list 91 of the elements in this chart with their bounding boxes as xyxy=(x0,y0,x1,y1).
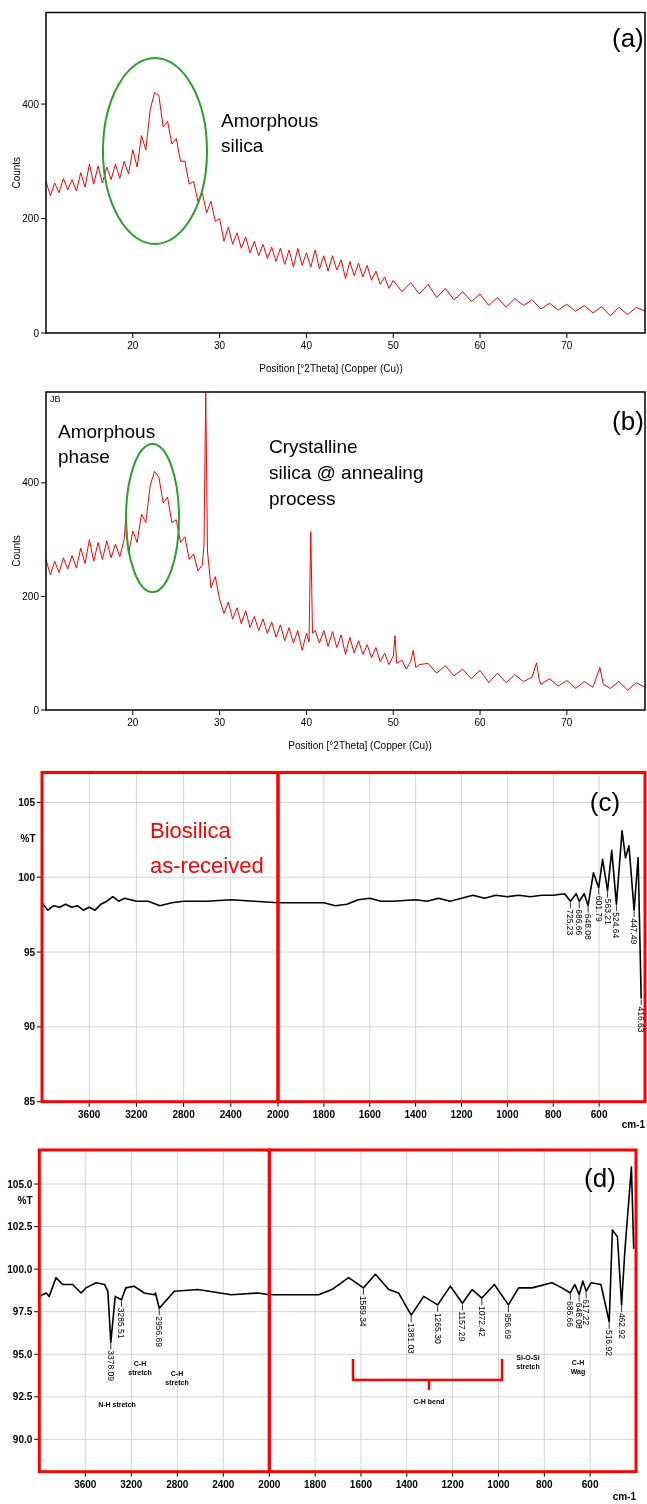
x-tick-label: 20 xyxy=(127,717,139,728)
annotation: JB xyxy=(50,394,61,404)
y-axis-title: %T xyxy=(17,1195,33,1206)
x-tick-label: 1400 xyxy=(404,1108,428,1120)
x-tick-label: 800 xyxy=(544,1108,563,1120)
x-axis-title: Position [°2Theta] (Copper (Cu)) xyxy=(259,363,403,374)
x-tick-label: 1600 xyxy=(349,1478,373,1490)
x-tick-label: 40 xyxy=(300,340,313,351)
x-tick-label: 20 xyxy=(127,340,139,351)
y-tick-label: 105.0 xyxy=(7,1178,33,1190)
y-tick-label: 90.0 xyxy=(12,1433,33,1445)
y-tick-label: 0 xyxy=(33,327,40,339)
x-tick-label: 1800 xyxy=(312,1108,336,1120)
x-tick-label: 30 xyxy=(214,717,226,728)
y-tick-label: 400 xyxy=(22,477,40,489)
x-tick-label: 1200 xyxy=(441,1478,465,1490)
y-tick-label: 100.0 xyxy=(7,1263,33,1275)
x-tick-label: 2000 xyxy=(258,1478,281,1490)
annotation: 648.08 xyxy=(583,913,594,940)
x-tick-label: 40 xyxy=(300,717,313,728)
y-tick-label: 200 xyxy=(22,213,40,225)
x-axis-title: Position [°2Theta] (Copper (Cu)) xyxy=(288,740,432,751)
y-tick-label: 0 xyxy=(33,704,40,716)
annotation: 416.63 xyxy=(636,1006,647,1033)
annotation: 1589.34 xyxy=(358,1295,369,1327)
annotation: Amorphous phase xyxy=(58,421,156,467)
y-tick-label: 100 xyxy=(18,871,36,883)
annotation: 601.79 xyxy=(593,895,604,922)
annotation: 524.64 xyxy=(611,912,622,939)
y-tick-label: 102.5 xyxy=(7,1221,33,1233)
annotation: 3285.51 xyxy=(116,1307,127,1339)
x-axis-title: cm-1 xyxy=(612,1491,637,1502)
y-tick-label: 90 xyxy=(23,1021,36,1033)
y-tick-label: 97.5 xyxy=(12,1306,33,1318)
x-tick-label: 1600 xyxy=(358,1108,382,1120)
y-axis-title: Counts xyxy=(11,156,22,189)
x-tick-label: 3200 xyxy=(125,1108,148,1120)
annotation: 1381.03 xyxy=(406,1323,417,1355)
y-axis-title: Counts xyxy=(11,535,22,567)
annotation: (b) xyxy=(612,406,644,436)
x-tick-label: 3600 xyxy=(78,1108,101,1120)
annotation: 686.66 xyxy=(565,1300,576,1328)
annotation: 725.23 xyxy=(565,909,576,936)
x-tick-label: 3200 xyxy=(120,1478,143,1490)
annotation: 447.49 xyxy=(629,918,640,945)
annotation: 563.21 xyxy=(602,898,613,925)
y-tick-label: 400 xyxy=(22,98,40,110)
x-tick-label: 1800 xyxy=(304,1478,327,1490)
x-tick-label: 3600 xyxy=(74,1478,97,1490)
annotation: Crystalline silica @ annealing process xyxy=(269,436,424,509)
x-tick-label: 1000 xyxy=(487,1478,511,1490)
annotation: 462.92 xyxy=(616,1312,627,1340)
x-tick-label: 600 xyxy=(581,1478,599,1490)
x-tick-label: 50 xyxy=(387,717,400,728)
x-tick-label: 800 xyxy=(535,1478,554,1490)
x-tick-label: 2400 xyxy=(212,1478,235,1490)
annotation: 2956.69 xyxy=(154,1316,165,1348)
x-tick-label: 600 xyxy=(590,1108,608,1120)
annotation: 1072.42 xyxy=(476,1306,487,1338)
x-tick-label: 60 xyxy=(474,340,487,351)
y-axis-title: %T xyxy=(20,833,36,844)
annotation: Amorphous silica xyxy=(221,110,319,156)
x-tick-label: 30 xyxy=(214,340,226,351)
y-tick-label: 105 xyxy=(18,796,36,808)
annotation: 3378.09 xyxy=(105,1350,116,1382)
y-tick-label: 85 xyxy=(23,1096,36,1108)
x-tick-label: 1400 xyxy=(395,1478,419,1490)
x-tick-label: 70 xyxy=(561,340,573,351)
annotation: 1157.29 xyxy=(457,1311,468,1342)
x-axis-title: cm-1 xyxy=(621,1119,646,1130)
y-tick-label: 95 xyxy=(23,946,36,958)
x-tick-label: 60 xyxy=(474,717,487,728)
annotation: Biosilica as-received xyxy=(150,818,264,878)
annotation: 516.92 xyxy=(604,1329,615,1357)
y-tick-label: 95.0 xyxy=(12,1348,33,1360)
x-tick-label: 70 xyxy=(561,717,573,728)
x-tick-label: 2400 xyxy=(219,1108,243,1120)
annotation: (d) xyxy=(584,1163,616,1193)
annotation: 1265.30 xyxy=(432,1312,443,1344)
x-tick-label: 50 xyxy=(387,340,400,351)
x-tick-label: 1000 xyxy=(496,1108,519,1120)
annotation: 956.69 xyxy=(503,1312,514,1340)
annotation: 686.66 xyxy=(574,909,585,936)
x-tick-label: 2800 xyxy=(166,1478,189,1490)
y-tick-label: 200 xyxy=(22,590,40,602)
x-tick-label: 2000 xyxy=(266,1108,290,1120)
annotation: (c) xyxy=(589,787,621,817)
x-tick-label: 1200 xyxy=(450,1108,474,1120)
x-tick-label: 2800 xyxy=(172,1108,196,1120)
annotation: (a) xyxy=(612,23,644,53)
y-tick-label: 92.5 xyxy=(12,1391,33,1403)
